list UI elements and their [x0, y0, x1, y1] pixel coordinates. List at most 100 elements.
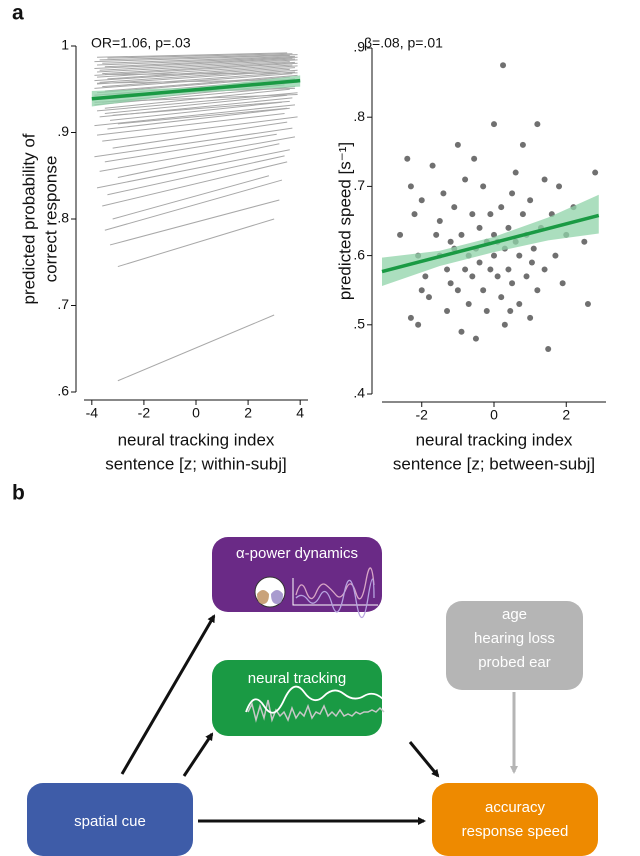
x-tick-label: 2: [562, 407, 570, 423]
y-tick-label: .9: [57, 123, 69, 139]
x-tick-label: 2: [244, 405, 252, 421]
point: [422, 273, 428, 279]
point: [592, 170, 598, 176]
point: [448, 280, 454, 286]
x-axis-label: neural tracking index: [118, 430, 275, 449]
subject-line: [113, 122, 288, 148]
node: age hearing loss probed ear: [446, 601, 583, 690]
point: [437, 218, 443, 224]
y-tick-label: .6: [57, 383, 69, 399]
node-label: hearing loss: [474, 630, 555, 647]
y-axis-label: correct response: [41, 156, 60, 283]
point: [509, 280, 515, 286]
point: [433, 232, 439, 238]
node-label: accuracy: [485, 799, 546, 816]
point: [491, 253, 497, 259]
point: [556, 183, 562, 189]
point: [487, 211, 493, 217]
point: [466, 301, 472, 307]
point: [462, 266, 468, 272]
node-label: α-power dynamics: [236, 545, 358, 562]
x-tick-label: -2: [138, 405, 151, 421]
point: [545, 346, 551, 352]
point: [484, 308, 490, 314]
point: [585, 301, 591, 307]
y-axis-label: predicted probability of: [19, 133, 38, 304]
point: [426, 294, 432, 300]
point: [527, 315, 533, 321]
point: [524, 273, 530, 279]
node: α-power dynamics: [212, 537, 382, 618]
subject-line: [110, 200, 279, 245]
point: [448, 239, 454, 245]
point: [473, 336, 479, 342]
point: [419, 287, 425, 293]
annotation: OR=1.06, p=.03: [91, 35, 191, 51]
point: [527, 197, 533, 203]
point: [477, 260, 483, 266]
node-label: neural tracking: [248, 670, 346, 687]
point: [471, 156, 477, 162]
point: [487, 266, 493, 272]
point: [534, 287, 540, 293]
point: [444, 266, 450, 272]
point: [458, 329, 464, 335]
diagram: α-power dynamics neural tracking age hearin…: [27, 537, 598, 856]
y-axis-label: predicted speed [s⁻¹]: [335, 142, 354, 300]
arrow: [184, 734, 212, 776]
x-axis-label: sentence [z; within-subj]: [105, 454, 286, 473]
chart: .6.7.8.91-4-2024predicted probability of…: [19, 35, 308, 474]
point: [542, 176, 548, 182]
x-tick-label: 4: [296, 405, 304, 421]
point: [469, 211, 475, 217]
x-tick-label: 0: [490, 407, 498, 423]
point: [581, 239, 587, 245]
point: [408, 183, 414, 189]
node-label: probed ear: [478, 654, 551, 671]
y-tick-label: .8: [353, 108, 365, 124]
figure: a b .6.7.8.91-4-2024predicted probabilit…: [0, 0, 640, 856]
point: [498, 204, 504, 210]
point: [560, 280, 566, 286]
x-axis-label: neural tracking index: [416, 430, 573, 449]
subject-line: [107, 156, 284, 195]
point: [462, 176, 468, 182]
node-label: age: [502, 606, 527, 623]
point: [480, 287, 486, 293]
point: [455, 287, 461, 293]
x-tick-label: -4: [86, 405, 99, 421]
point: [507, 308, 513, 314]
point: [451, 204, 457, 210]
point: [412, 211, 418, 217]
point: [498, 294, 504, 300]
y-tick-label: .7: [57, 296, 69, 312]
panel-label: b: [12, 482, 25, 505]
node-box: [432, 783, 598, 856]
node-label: spatial cue: [74, 813, 146, 830]
point: [505, 225, 511, 231]
point: [469, 273, 475, 279]
y-tick-label: .5: [353, 316, 365, 332]
x-tick-label: 0: [192, 405, 200, 421]
subject-line: [102, 117, 297, 141]
lobe-icon: [257, 590, 269, 604]
y-tick-label: .7: [353, 177, 365, 193]
arrow: [410, 742, 438, 776]
point: [455, 142, 461, 148]
subject-line: [113, 176, 269, 219]
point: [505, 266, 511, 272]
point: [516, 253, 522, 259]
point: [415, 322, 421, 328]
point: [502, 322, 508, 328]
point: [509, 190, 515, 196]
point: [513, 170, 519, 176]
point: [500, 62, 506, 68]
panel-label: a: [12, 2, 24, 25]
subject-line: [118, 144, 279, 178]
point: [419, 197, 425, 203]
point: [534, 121, 540, 127]
y-tick-label: .4: [353, 385, 365, 401]
